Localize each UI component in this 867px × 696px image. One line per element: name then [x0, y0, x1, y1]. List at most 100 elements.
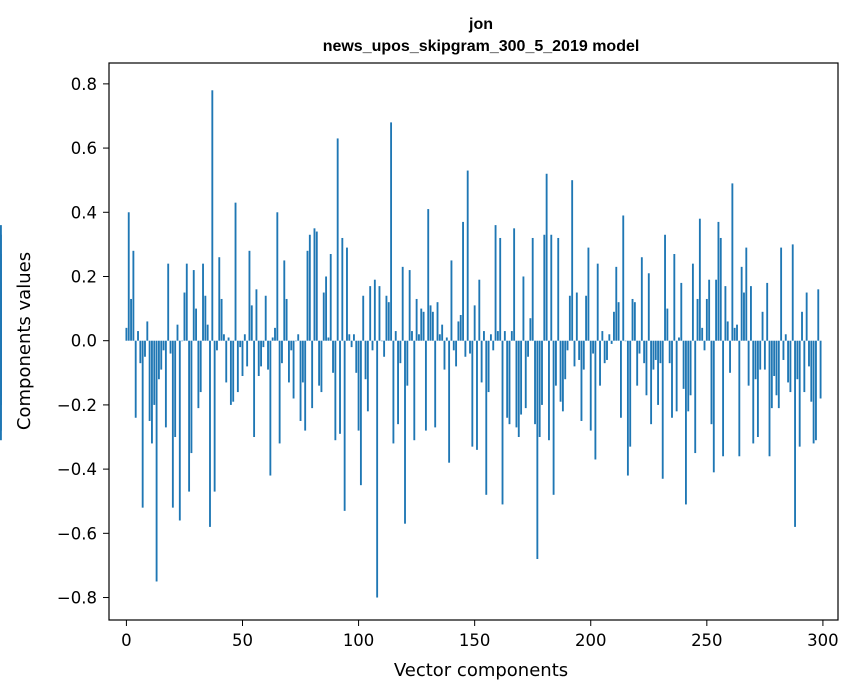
bar — [355, 340, 358, 373]
bar — [420, 308, 423, 341]
bar — [181, 340, 184, 342]
bar — [703, 340, 706, 351]
bar — [694, 340, 697, 454]
bar — [691, 263, 694, 341]
bar — [341, 237, 344, 341]
bar — [571, 180, 574, 341]
bar — [645, 340, 648, 396]
bar — [664, 234, 666, 341]
bar — [209, 340, 211, 527]
bar — [434, 340, 437, 428]
bar — [350, 340, 353, 348]
bar — [564, 340, 567, 380]
bar — [794, 340, 796, 527]
bar — [466, 170, 469, 341]
bar — [580, 340, 583, 421]
bar — [397, 340, 399, 425]
bar — [250, 305, 253, 341]
bar — [246, 340, 249, 367]
bar — [401, 266, 404, 341]
bar — [392, 340, 395, 444]
bar — [278, 340, 281, 444]
bar — [678, 337, 680, 341]
bar — [471, 340, 474, 447]
bar — [290, 340, 293, 351]
bar — [784, 334, 787, 341]
bar — [452, 340, 455, 351]
bar — [164, 340, 167, 428]
bar — [457, 321, 460, 341]
bar — [227, 337, 230, 341]
bar — [796, 340, 799, 380]
bar — [810, 340, 813, 402]
bar — [241, 340, 244, 377]
bar — [469, 340, 471, 354]
bar — [761, 311, 764, 341]
bar — [262, 340, 265, 348]
bar — [253, 340, 256, 438]
bar — [622, 215, 625, 341]
bar — [650, 340, 653, 425]
bar — [197, 340, 200, 409]
bar — [160, 340, 163, 370]
bar — [264, 295, 267, 341]
bar — [608, 334, 611, 341]
bar — [803, 340, 806, 393]
bar — [708, 279, 711, 341]
bar — [213, 340, 216, 492]
bar — [643, 340, 646, 364]
bar — [385, 295, 388, 341]
bar — [364, 340, 367, 380]
bar — [601, 331, 604, 341]
bar — [162, 340, 165, 351]
bar — [682, 340, 685, 389]
bar — [578, 340, 581, 360]
x-axis-ticks: 0 50 100 150 200 250 300 — [121, 620, 839, 650]
bar — [585, 295, 588, 341]
x-tick-label: 200 — [575, 631, 607, 650]
bar — [473, 305, 476, 341]
bar — [636, 340, 639, 386]
bar — [592, 340, 594, 354]
bar — [394, 331, 397, 341]
bar — [789, 340, 792, 393]
bar — [675, 340, 678, 412]
bar — [722, 340, 725, 457]
bar — [743, 292, 745, 341]
y-tick-label: −0.2 — [57, 396, 97, 415]
bar — [738, 340, 741, 457]
bar — [169, 340, 172, 354]
bar — [195, 308, 197, 341]
bar — [717, 221, 720, 341]
bar — [202, 263, 204, 341]
bar — [768, 340, 771, 457]
bar — [492, 340, 495, 351]
y-axis-label: Components values — [14, 252, 35, 430]
x-tick-label: 100 — [343, 631, 375, 650]
bar — [508, 340, 511, 425]
bar — [229, 340, 232, 405]
bar — [673, 254, 676, 341]
bar — [773, 340, 776, 377]
bar — [494, 225, 497, 341]
bar — [587, 247, 590, 341]
bar — [148, 340, 151, 421]
bar — [424, 340, 427, 431]
bar — [629, 340, 632, 447]
bar — [726, 321, 729, 341]
bar — [204, 295, 207, 341]
bar — [719, 237, 722, 341]
bar — [294, 340, 297, 342]
bar — [685, 340, 687, 505]
bar — [654, 340, 657, 360]
bar — [376, 340, 379, 598]
bar — [327, 337, 330, 341]
bar — [545, 173, 548, 341]
bar — [729, 340, 731, 373]
bar — [0, 318, 2, 341]
bar — [183, 292, 186, 341]
bar — [710, 340, 713, 425]
bar — [659, 340, 662, 364]
bar — [260, 340, 262, 367]
bar — [418, 334, 420, 341]
